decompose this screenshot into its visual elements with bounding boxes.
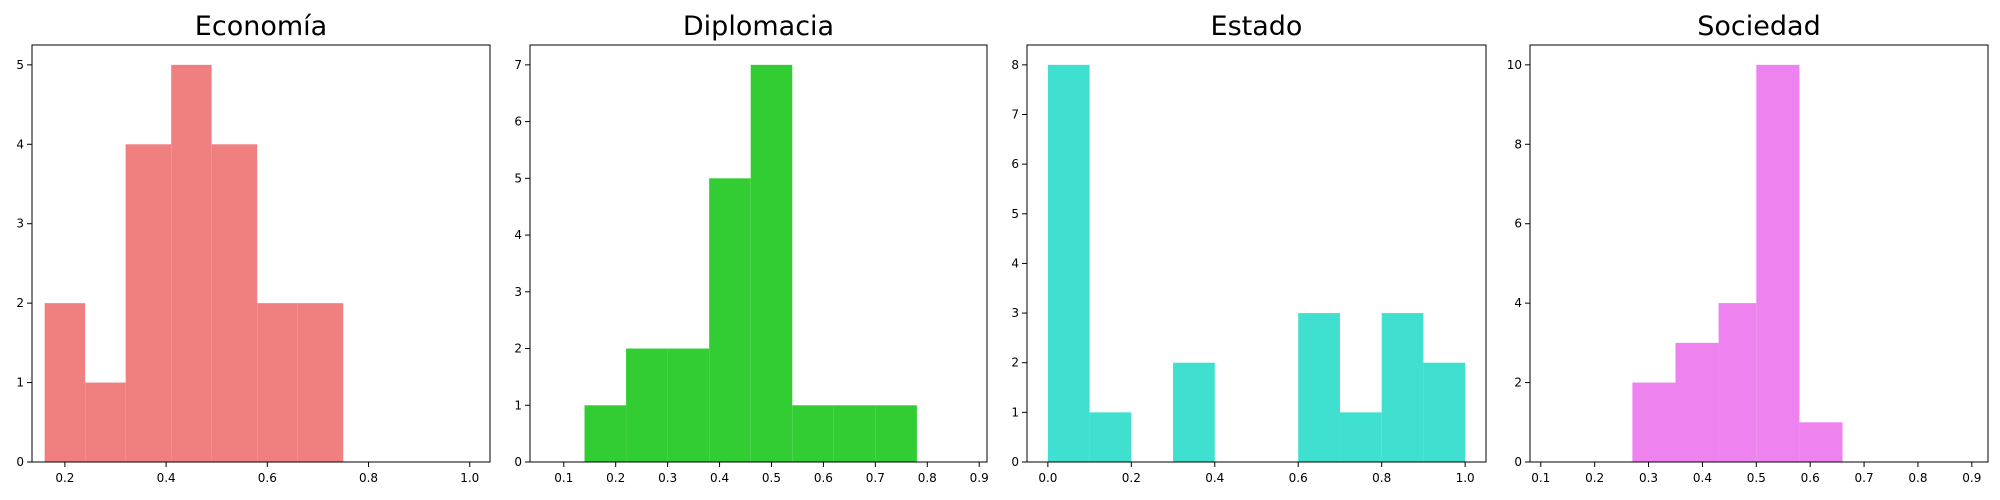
y-tick-label: 7: [514, 58, 522, 72]
histogram-bar: [211, 144, 258, 463]
y-tick-label: 2: [1011, 356, 1019, 370]
x-tick-label: 0.8: [1908, 471, 1927, 485]
y-tick-label: 3: [16, 217, 24, 231]
y-tick-label: 1: [514, 398, 522, 412]
histogram-bar: [1718, 303, 1757, 462]
x-tick-label: 0.0: [1038, 471, 1057, 485]
x-tick-label: 0.6: [258, 471, 277, 485]
histogram-bar: [1381, 313, 1424, 462]
y-tick-label: 10: [1507, 58, 1522, 72]
histogram-bar: [584, 405, 627, 462]
histogram-bar: [257, 303, 298, 462]
histogram-bar: [125, 144, 172, 463]
x-tick-label: 0.8: [359, 471, 378, 485]
y-tick-label: 3: [1011, 306, 1019, 320]
histogram-bar: [1047, 64, 1090, 462]
histogram-bar: [1799, 422, 1843, 462]
x-tick-label: 0.9: [1962, 471, 1981, 485]
y-tick-label: 8: [1514, 137, 1522, 151]
x-tick-label: 0.6: [1289, 471, 1308, 485]
y-tick-label: 1: [1011, 405, 1019, 419]
x-tick-label: 0.8: [918, 471, 937, 485]
y-tick-label: 8: [1011, 58, 1019, 72]
chart-title: Economía: [195, 11, 327, 42]
y-tick-label: 6: [514, 115, 522, 129]
histogram-bar: [709, 178, 751, 462]
y-tick-label: 3: [514, 285, 522, 299]
chart-title: Estado: [1211, 11, 1303, 42]
y-tick-label: 0: [1514, 455, 1522, 469]
y-tick-label: 4: [514, 228, 522, 242]
x-tick-label: 0.4: [1693, 471, 1712, 485]
chart-title: Sociedad: [1697, 11, 1820, 42]
x-tick-label: 0.8: [1372, 471, 1391, 485]
x-tick-label: 0.2: [55, 471, 74, 485]
histogram-bar: [667, 348, 710, 462]
histogram-bar: [1423, 362, 1466, 462]
x-tick-label: 0.2: [606, 471, 625, 485]
histogram-bar: [1756, 64, 1800, 462]
x-tick-label: 0.2: [1585, 471, 1604, 485]
x-tick-label: 0.7: [1855, 471, 1874, 485]
y-tick-label: 5: [514, 171, 522, 185]
x-tick-label: 0.1: [1531, 471, 1550, 485]
panel-sociedad: 0.1 0.2 0.3 0.4 0.5 0.6 0.7 0.8 0.9 0 2 4 6 8 10 Socied…: [1507, 11, 1989, 485]
histogram-bar: [297, 303, 344, 462]
histogram-bar: [1339, 412, 1382, 462]
x-tick-label: 0.3: [658, 471, 677, 485]
y-tick-label: 2: [514, 342, 522, 356]
x-tick-label: 1.0: [1456, 471, 1475, 485]
histogram-bar: [750, 64, 793, 462]
histogram-bar: [1632, 382, 1676, 462]
x-tick-label: 0.6: [814, 471, 833, 485]
x-tick-label: 0.4: [1205, 471, 1224, 485]
x-tick-label: 0.4: [157, 471, 176, 485]
y-tick-label: 0: [1011, 455, 1019, 469]
histogram-bar: [85, 382, 126, 462]
histogram-bar: [875, 405, 917, 462]
panel-diplomacia: 0.1 0.2 0.3 0.4 0.5 0.6 0.7 0.8 0.9 0 1 2 3 4 5 6 7 Diplo…: [514, 11, 988, 485]
histogram-bar: [1089, 412, 1132, 462]
histogram-bar: [1675, 342, 1719, 462]
histogram-bar: [626, 348, 668, 462]
histogram-bar: [833, 405, 876, 462]
histogram-bar: [171, 64, 212, 462]
histogram-bar: [1298, 313, 1340, 462]
x-tick-label: 1.0: [460, 471, 479, 485]
y-tick-label: 5: [16, 58, 24, 72]
y-tick-label: 2: [1514, 376, 1522, 390]
y-tick-label: 0: [514, 455, 522, 469]
y-tick-label: 5: [1011, 207, 1019, 221]
y-tick-label: 7: [1011, 108, 1019, 122]
x-tick-label: 0.1: [554, 471, 573, 485]
y-tick-label: 1: [16, 376, 24, 390]
chart-title: Diplomacia: [683, 11, 834, 42]
x-tick-label: 0.3: [1639, 471, 1658, 485]
x-tick-label: 0.9: [970, 471, 989, 485]
axes-frame: [31, 44, 491, 463]
axes-frame: [1026, 44, 1487, 463]
histogram-bar: [44, 303, 86, 462]
y-tick-label: 6: [1514, 217, 1522, 231]
y-tick-label: 2: [16, 296, 24, 310]
x-tick-label: 0.5: [1747, 471, 1766, 485]
y-tick-label: 4: [16, 137, 24, 151]
y-tick-label: 0: [16, 455, 24, 469]
y-tick-label: 4: [1011, 256, 1019, 270]
x-tick-label: 0.2: [1122, 471, 1141, 485]
histogram-bar: [1173, 362, 1215, 462]
panel-economia: 0.2 0.4 0.6 0.8 1.0 0 1 2 3 4 5 Economía: [16, 11, 491, 485]
panel-estado: 0.0 0.2 0.4 0.6 0.8 1.0 0 1 2 3 4 5 6 7 8 Estado: [1011, 11, 1487, 485]
x-tick-label: 0.7: [866, 471, 885, 485]
y-tick-label: 4: [1514, 296, 1522, 310]
x-tick-label: 0.6: [1801, 471, 1820, 485]
y-tick-label: 6: [1011, 157, 1019, 171]
histogram-bar: [792, 405, 834, 462]
x-tick-label: 0.5: [762, 471, 781, 485]
axes-frame: [1529, 44, 1989, 463]
axes-frame: [529, 44, 988, 463]
x-tick-label: 0.4: [710, 471, 729, 485]
